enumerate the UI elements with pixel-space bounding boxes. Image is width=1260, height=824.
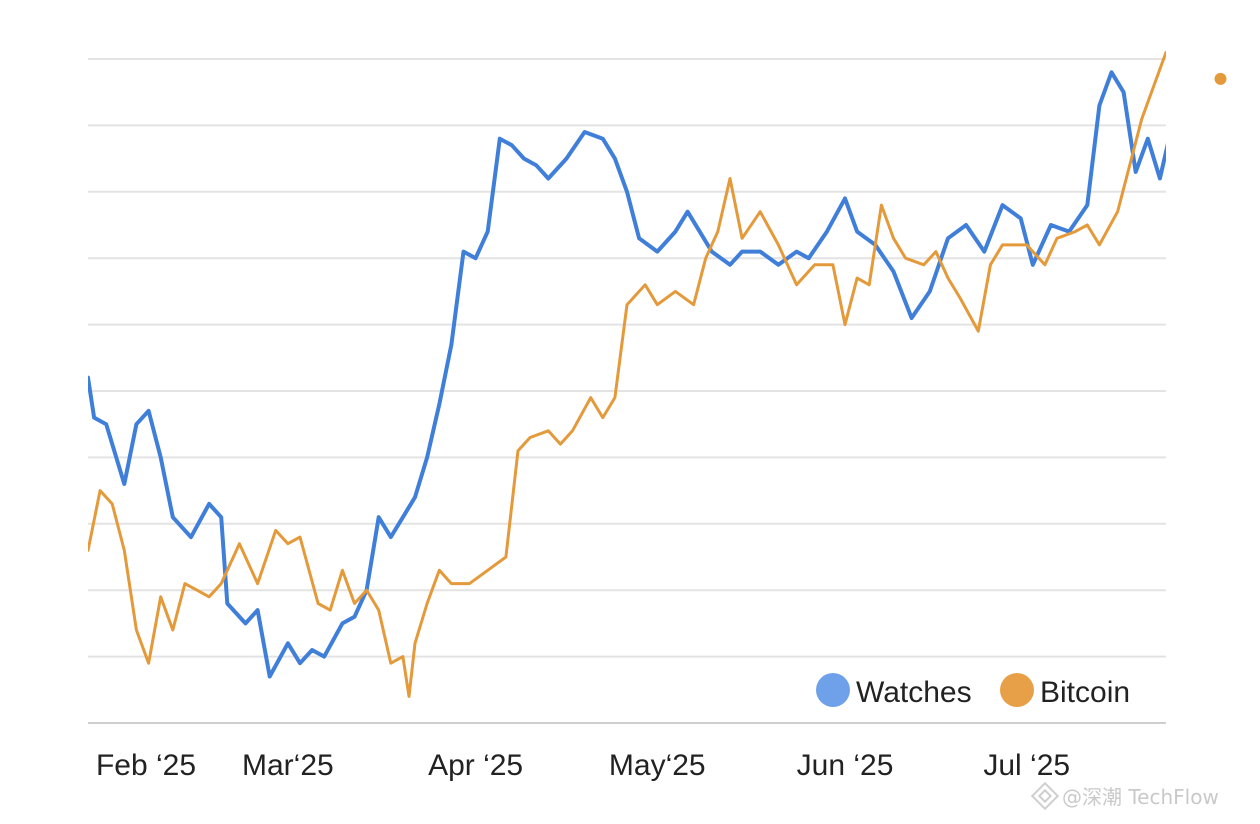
legend: Watches Bitcoin: [816, 673, 1130, 709]
x-tick-labels: Feb ‘25 Mar‘25 Apr ‘25 May‘25 Jun ‘25 Jul ‘25: [96, 749, 1070, 782]
legend-item-watches: Watches: [816, 673, 972, 709]
x-tick-label: May‘25: [609, 749, 706, 782]
x-tick-label: Jun ‘25: [797, 749, 894, 782]
legend-item-bitcoin: Bitcoin: [1000, 673, 1130, 709]
watermark: @深潮 TechFlow: [1030, 781, 1219, 811]
legend-swatch-bitcoin: [1000, 673, 1034, 707]
series-line-bitcoin: [88, 50, 1166, 698]
end-markers: [1214, 72, 1227, 85]
grid-lines: [88, 58, 1166, 724]
legend-label-watches: Watches: [856, 676, 972, 709]
series-lines: [88, 50, 1166, 698]
x-tick-label: Jul ‘25: [983, 749, 1070, 782]
legend-swatch-watches: [816, 673, 850, 707]
x-tick-label: Mar‘25: [242, 749, 334, 782]
watermark-logo-icon: [1030, 781, 1060, 811]
legend-label-bitcoin: Bitcoin: [1040, 676, 1130, 709]
series-line-watches: [88, 70, 1166, 679]
x-tick-label: Apr ‘25: [428, 749, 523, 782]
watermark-text: @深潮 TechFlow: [1062, 785, 1219, 809]
x-tick-label: Feb ‘25: [96, 749, 196, 782]
series-end-marker-bitcoin: [1214, 72, 1227, 85]
